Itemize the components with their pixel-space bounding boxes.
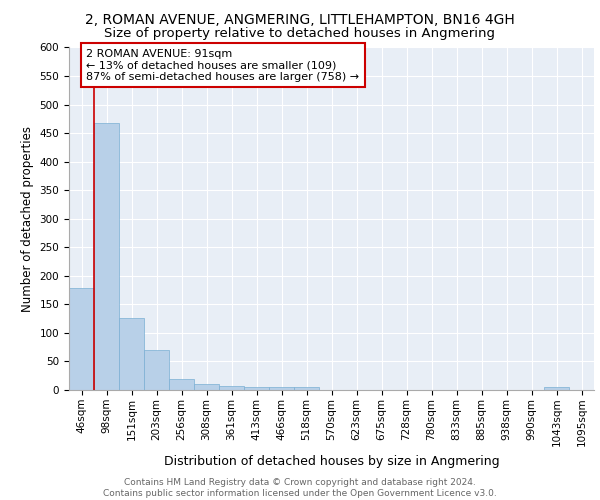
Y-axis label: Number of detached properties: Number of detached properties xyxy=(21,126,34,312)
Bar xyxy=(94,123,119,390)
X-axis label: Distribution of detached houses by size in Angmering: Distribution of detached houses by size … xyxy=(164,454,499,468)
Bar xyxy=(294,386,319,390)
Text: Contains HM Land Registry data © Crown copyright and database right 2024.
Contai: Contains HM Land Registry data © Crown c… xyxy=(103,478,497,498)
Bar xyxy=(169,378,194,390)
Text: 2 ROMAN AVENUE: 91sqm
← 13% of detached houses are smaller (109)
87% of semi-det: 2 ROMAN AVENUE: 91sqm ← 13% of detached … xyxy=(86,48,359,82)
Bar xyxy=(69,288,94,390)
Bar xyxy=(194,384,219,390)
Bar xyxy=(244,386,269,390)
Bar xyxy=(544,386,569,390)
Bar xyxy=(219,386,244,390)
Text: Size of property relative to detached houses in Angmering: Size of property relative to detached ho… xyxy=(104,28,496,40)
Bar xyxy=(144,350,169,390)
Bar xyxy=(119,318,144,390)
Bar xyxy=(269,387,294,390)
Text: 2, ROMAN AVENUE, ANGMERING, LITTLEHAMPTON, BN16 4GH: 2, ROMAN AVENUE, ANGMERING, LITTLEHAMPTO… xyxy=(85,12,515,26)
